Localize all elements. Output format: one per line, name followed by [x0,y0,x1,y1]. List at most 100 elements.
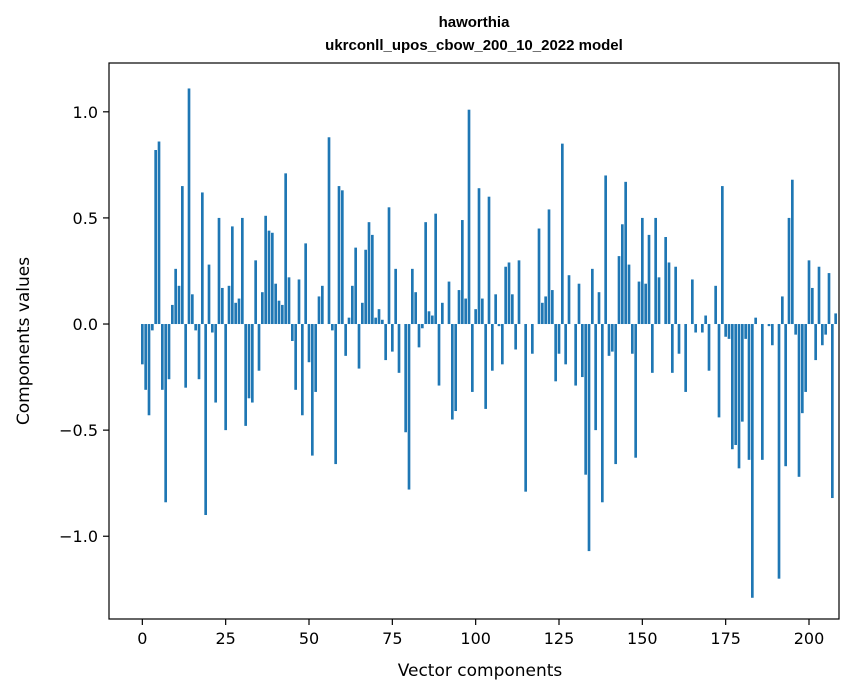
y-axis-label: Components values [14,257,34,425]
bar-157 [664,237,667,325]
bar-56 [327,137,331,325]
bar-139 [604,175,607,325]
bar-32 [247,324,251,399]
bar-66 [361,302,364,325]
bar-29 [237,298,241,325]
bar-123 [551,290,554,325]
bar-141 [611,324,614,352]
bar-135 [591,268,594,325]
bar-28 [234,302,237,325]
y-tick-label: 1.0 [73,103,98,122]
bar-48 [301,324,304,416]
bar-75 [391,324,394,352]
bar-26 [227,285,231,325]
bar-9 [171,304,174,325]
bar-183 [751,324,754,598]
bar-37 [264,215,267,325]
bar-34 [254,260,257,325]
bar-81 [411,268,414,325]
bar-99 [471,324,474,392]
bar-59 [337,186,341,325]
bar-127 [564,324,567,365]
bar-39 [271,232,274,325]
bar-70 [374,317,377,325]
bar-0 [141,324,144,365]
bar-143 [617,256,621,325]
bar-97 [464,298,467,325]
bar-103 [484,324,487,409]
bar-31 [244,324,247,426]
bar-17 [197,324,201,380]
bar-130 [574,324,577,386]
bar-71 [377,309,381,325]
bar-195 [791,179,794,325]
bar-112 [514,324,517,350]
bar-158 [667,262,671,325]
x-tick-label: 75 [382,629,402,648]
bar-3 [151,324,154,331]
bar-98 [467,109,471,325]
bar-14 [187,88,191,325]
bar-126 [561,143,564,325]
bar-62 [347,317,351,325]
bar-57 [331,324,334,331]
bar-177 [731,324,734,450]
bar-169 [704,315,707,325]
bar-76 [394,268,397,325]
bar-203 [817,266,821,325]
bar-53 [317,296,321,325]
y-tick-label: 0.5 [73,209,98,228]
bar-189 [771,324,774,346]
bar-176 [727,324,731,339]
bar-96 [461,220,464,325]
bar-68 [367,222,371,325]
bar-82 [414,292,417,325]
bar-79 [404,324,407,433]
bar-150 [641,217,644,325]
bar-65 [357,324,361,369]
bar-199 [804,324,807,392]
bar-137 [597,292,601,325]
bar-115 [524,324,527,492]
bar-182 [747,324,751,460]
bar-20 [207,264,211,325]
bar-90 [441,302,444,325]
bar-42 [281,304,284,325]
bar-107 [497,324,501,327]
bar-49 [304,243,307,325]
bar-110 [507,262,511,325]
y-axis-ticks: −1.0 −0.5 0.0 0.5 1.0 [59,103,109,546]
bar-21 [211,324,214,333]
bar-122 [547,209,551,325]
bar-174 [721,186,724,325]
bar-168 [701,324,704,333]
bar-86 [427,311,431,325]
x-tick-label: 150 [627,629,658,648]
bar-200 [807,260,811,325]
bar-193 [784,324,787,467]
bar-204 [821,324,824,346]
bar-43 [284,173,287,325]
bar-73 [384,324,387,361]
bar-38 [267,230,271,325]
bar-192 [781,296,784,325]
bar-136 [594,324,597,431]
bar-27 [231,226,234,325]
bar-8 [167,324,171,380]
bar-153 [651,324,654,373]
bar-207 [831,324,834,499]
y-tick-label: 0.0 [73,315,98,334]
bar-147 [631,324,634,354]
bar-155 [657,277,661,325]
bar-133 [584,324,587,475]
bar-7 [164,324,167,503]
bar-94 [454,324,457,412]
bar-67 [364,249,367,325]
bar-13 [184,324,187,388]
bar-101 [477,188,481,325]
bar-6 [161,324,164,390]
bar-125 [557,324,561,354]
bar-54 [321,285,324,325]
bar-36 [261,292,264,325]
bar-170 [707,324,711,371]
